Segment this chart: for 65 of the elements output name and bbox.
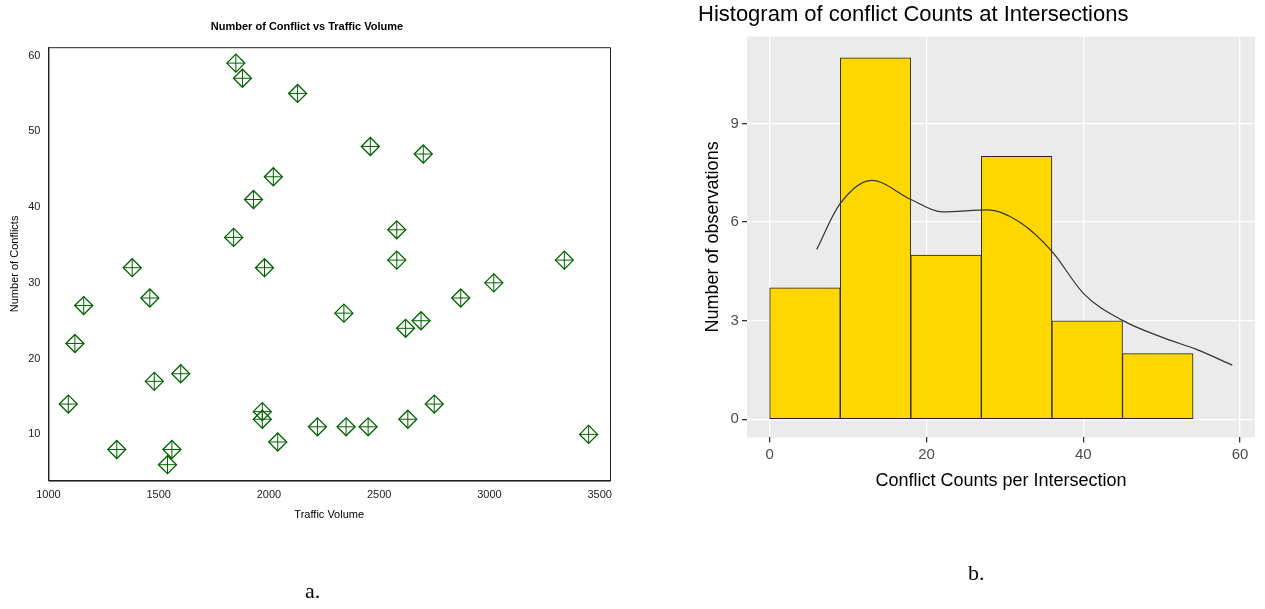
x-tick-label: 3500 [587,488,612,501]
point [162,439,182,460]
x-tick-label: 60 [1231,444,1249,462]
point [232,68,253,88]
point [223,227,244,248]
point [578,424,599,445]
x-tick-label: 40 [1074,444,1092,462]
y-tick-label: 9 [730,113,739,131]
y-axis-title: Number of Conflicts [7,215,20,313]
y-tick-label: 6 [730,212,739,230]
point [107,439,127,460]
y-tick-label: 50 [28,124,41,137]
point [334,303,354,323]
point [144,371,164,391]
point [307,417,328,437]
point [157,455,178,475]
point [268,432,288,452]
point [413,144,433,164]
x-tick-label: 2500 [366,488,392,501]
x-tick-label: 0 [765,444,774,462]
point [252,409,272,429]
point [226,53,246,73]
point [140,288,160,308]
chart-title: Histogram of conflict Counts at Intersections [698,1,1129,27]
x-tick-label: 1000 [36,488,61,501]
point [360,136,380,157]
y-tick-label: 60 [28,48,41,61]
point [387,250,407,270]
point [263,167,283,187]
y-tick-label: 40 [28,200,41,213]
x-tick-label: 1500 [146,488,171,501]
point [424,394,444,414]
line-series [816,179,1233,366]
point [243,189,264,210]
x-axis-title: Conflict Counts per Intersection [875,470,1127,491]
point [58,394,78,414]
y-tick-label: 10 [28,427,41,440]
point [358,417,378,437]
point [171,364,191,384]
point [387,220,407,240]
y-tick-label: 20 [28,351,41,364]
point [252,402,272,422]
point [398,409,418,429]
x-tick-label: 2000 [256,488,282,501]
y-tick-label: 0 [730,409,739,427]
point [287,83,308,104]
x-axis-title: Traffic Volume [294,508,365,521]
x-tick-label: 20 [918,444,935,462]
chart-title: Number of Conflict vs Traffic Volume [210,19,404,32]
point [122,258,142,278]
y-tick-label: 30 [28,275,41,288]
point [254,258,275,278]
y-axis-title: Number of observations [701,141,722,333]
point [484,273,504,293]
point [395,318,416,338]
text: a. [305,578,321,604]
point [336,417,356,437]
point [65,333,85,354]
y-tick-label: 3 [730,310,739,328]
point [451,288,471,308]
point [74,295,94,316]
point [554,250,575,270]
point [411,311,431,331]
x-tick-label: 3000 [477,488,502,501]
text: b. [968,560,985,586]
